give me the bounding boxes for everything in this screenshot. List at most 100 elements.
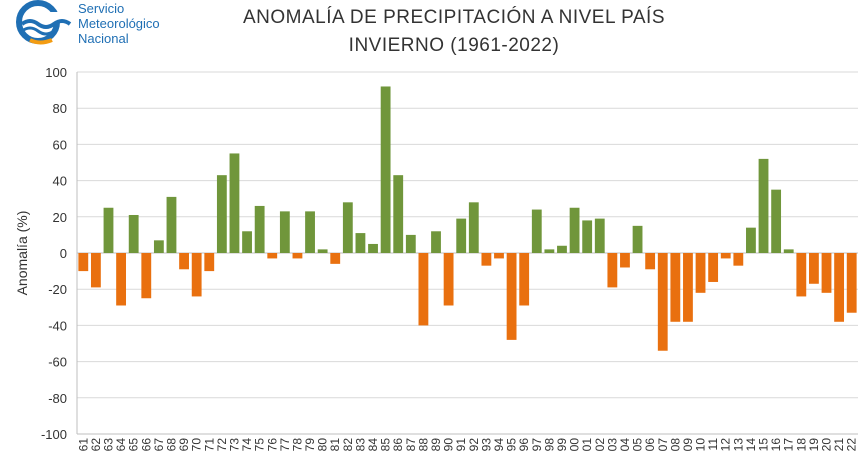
bar <box>405 234 416 253</box>
bar <box>78 253 89 272</box>
x-tick-label: 69 <box>177 438 191 452</box>
x-tick-label: 10 <box>694 438 708 452</box>
bar <box>670 253 681 322</box>
bar <box>821 253 832 293</box>
x-tick-label: 02 <box>593 438 607 452</box>
y-axis-label: Anomalía (%) <box>14 211 30 296</box>
x-tick-label: 70 <box>190 438 204 452</box>
bar <box>279 211 290 253</box>
bar <box>305 211 315 253</box>
y-tick-label: 60 <box>53 137 67 152</box>
chart-title: ANOMALÍA DE PRECIPITACIÓN A NIVEL PAÍS <box>243 7 665 28</box>
bar <box>204 253 215 272</box>
logo-line-2: Meteorológico <box>78 16 160 31</box>
bar <box>620 253 630 268</box>
bar <box>481 253 492 266</box>
bar <box>242 231 252 253</box>
y-tick-label: -20 <box>48 282 67 297</box>
x-tick-label: 61 <box>76 438 90 452</box>
bar <box>380 86 391 253</box>
bar <box>456 218 467 253</box>
x-tick-label: 64 <box>114 438 128 452</box>
bar <box>90 253 101 288</box>
smn-logo-icon <box>16 0 72 45</box>
x-tick-label: 01 <box>580 438 594 452</box>
y-tick-label: 20 <box>53 210 67 225</box>
x-tick-label: 77 <box>278 438 292 452</box>
bar <box>468 202 479 253</box>
x-tick-label: 88 <box>416 438 430 452</box>
x-tick-label: 91 <box>454 438 468 452</box>
bar <box>229 153 240 253</box>
x-tick-label: 19 <box>807 438 821 452</box>
x-tick-label: 89 <box>429 438 443 452</box>
x-tick-label: 15 <box>757 438 771 452</box>
bar <box>569 207 580 253</box>
bar <box>582 220 593 253</box>
x-tick-label: 83 <box>353 438 367 452</box>
y-tick-label: -40 <box>48 318 67 333</box>
logo-text: Servicio Meteorológico Nacional <box>78 1 160 46</box>
x-tick-label: 80 <box>316 438 330 452</box>
x-tick-label: 75 <box>253 438 267 452</box>
bar <box>645 253 656 270</box>
x-tick-label: 96 <box>517 438 531 452</box>
x-tick-label: 12 <box>719 438 733 452</box>
x-tick-label: 99 <box>555 438 569 452</box>
logo-line-1: Servicio <box>78 1 125 16</box>
bar <box>834 253 845 322</box>
bar <box>733 253 744 266</box>
y-tick-label: -60 <box>48 355 67 370</box>
x-tick-label: 94 <box>492 438 506 452</box>
x-tick-label: 81 <box>328 438 342 452</box>
y-tick-label: 0 <box>60 246 67 261</box>
x-tick-label: 16 <box>769 438 783 452</box>
x-tick-label: 20 <box>820 438 834 452</box>
bar <box>846 253 857 313</box>
bar <box>783 249 794 253</box>
bar <box>166 196 177 253</box>
bar <box>116 253 127 306</box>
x-tick-label: 67 <box>152 438 166 452</box>
x-tick-label: 08 <box>668 438 682 452</box>
bar <box>103 207 114 253</box>
bar <box>544 249 555 253</box>
x-tick-label: 18 <box>794 438 808 452</box>
x-tick-label: 13 <box>731 438 745 452</box>
bar <box>695 253 706 293</box>
y-tick-label: 40 <box>53 174 67 189</box>
x-tick-label: 95 <box>505 438 519 452</box>
x-tick-label: 00 <box>568 438 582 452</box>
x-tick-label: 62 <box>89 438 103 452</box>
x-tick-label: 78 <box>290 438 304 452</box>
bar <box>355 233 366 253</box>
bar <box>531 209 542 253</box>
x-tick-label: 63 <box>101 438 115 452</box>
chart-subtitle: INVIERNO (1961-2022) <box>348 35 560 56</box>
bar <box>342 202 353 253</box>
bar <box>179 253 189 270</box>
bar <box>267 253 278 259</box>
bar <box>418 253 429 326</box>
bar <box>431 231 441 253</box>
bar <box>657 253 668 351</box>
bar <box>594 218 605 253</box>
x-tick-label: 92 <box>467 438 481 452</box>
logo-line-3: Nacional <box>78 31 129 46</box>
bar <box>683 253 693 322</box>
bar <box>519 253 530 306</box>
bar <box>557 245 567 253</box>
bar <box>808 253 819 284</box>
x-tick-label: 74 <box>240 438 254 452</box>
x-tick-label: 90 <box>442 438 456 452</box>
bar <box>254 205 265 253</box>
bar <box>292 253 303 259</box>
y-tick-label: -80 <box>48 391 67 406</box>
bar <box>720 253 731 259</box>
y-tick-label: 80 <box>53 101 67 116</box>
x-tick-label: 73 <box>227 438 241 452</box>
x-tick-label: 14 <box>744 438 758 452</box>
bar <box>393 175 404 253</box>
x-tick-label: 79 <box>303 438 317 452</box>
